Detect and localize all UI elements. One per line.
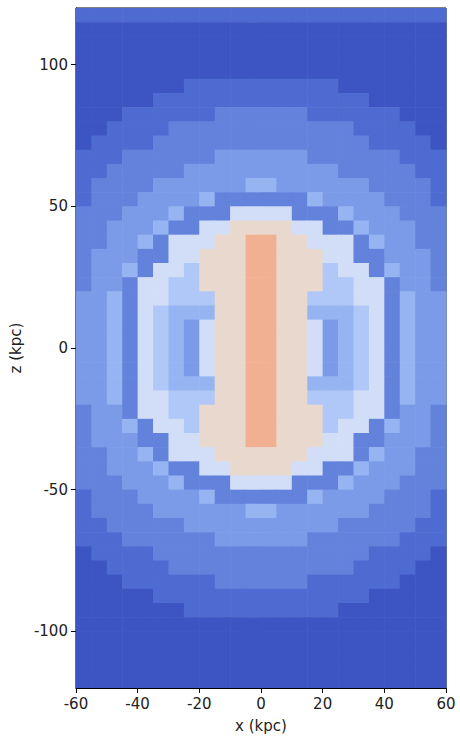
svg-text:-100: -100 xyxy=(34,622,68,640)
svg-text:0: 0 xyxy=(58,339,68,357)
svg-text:-40: -40 xyxy=(125,695,150,713)
svg-text:40: 40 xyxy=(375,695,394,713)
svg-text:-20: -20 xyxy=(187,695,212,713)
svg-text:-60: -60 xyxy=(64,695,89,713)
svg-text:-50: -50 xyxy=(43,481,68,499)
svg-text:0: 0 xyxy=(256,695,266,713)
svg-text:60: 60 xyxy=(436,695,455,713)
svg-text:x (kpc): x (kpc) xyxy=(235,717,287,735)
svg-text:z (kpc): z (kpc) xyxy=(7,323,25,374)
svg-text:100: 100 xyxy=(39,56,68,74)
svg-text:50: 50 xyxy=(49,197,68,215)
svg-text:20: 20 xyxy=(313,695,332,713)
